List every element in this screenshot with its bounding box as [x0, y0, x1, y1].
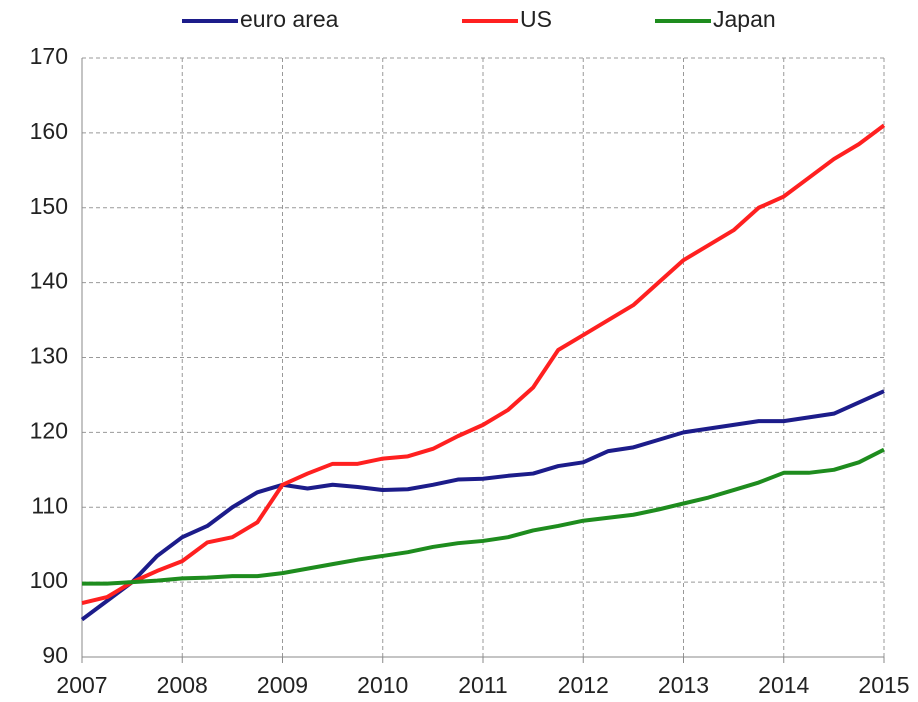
y-tick-label: 130: [30, 343, 68, 369]
x-tick-label: 2007: [56, 672, 107, 698]
legend-label: euro area: [240, 6, 339, 32]
y-tick-label: 90: [42, 642, 68, 668]
x-tick-label: 2013: [658, 672, 709, 698]
y-tick-label: 120: [30, 417, 68, 443]
y-tick-label: 150: [30, 193, 68, 219]
legend-label: US: [520, 6, 552, 32]
x-tick-label: 2011: [458, 672, 507, 698]
series-line: [80, 389, 885, 622]
series-line: [82, 447, 885, 586]
y-tick-label: 100: [30, 567, 68, 593]
y-tick-label: 110: [31, 492, 68, 518]
y-tick-label: 160: [30, 118, 68, 144]
x-tick-label: 2012: [558, 672, 609, 698]
x-tick-label: 2014: [758, 672, 809, 698]
series-line: [81, 123, 886, 606]
legend-label: Japan: [713, 6, 776, 32]
x-tick-label: 2010: [357, 672, 408, 698]
y-tick-label: 140: [30, 268, 68, 294]
y-tick-label: 170: [30, 43, 68, 69]
x-tick-label: 2015: [858, 672, 909, 698]
x-tick-label: 2008: [157, 672, 208, 698]
x-tick-label: 2009: [257, 672, 308, 698]
